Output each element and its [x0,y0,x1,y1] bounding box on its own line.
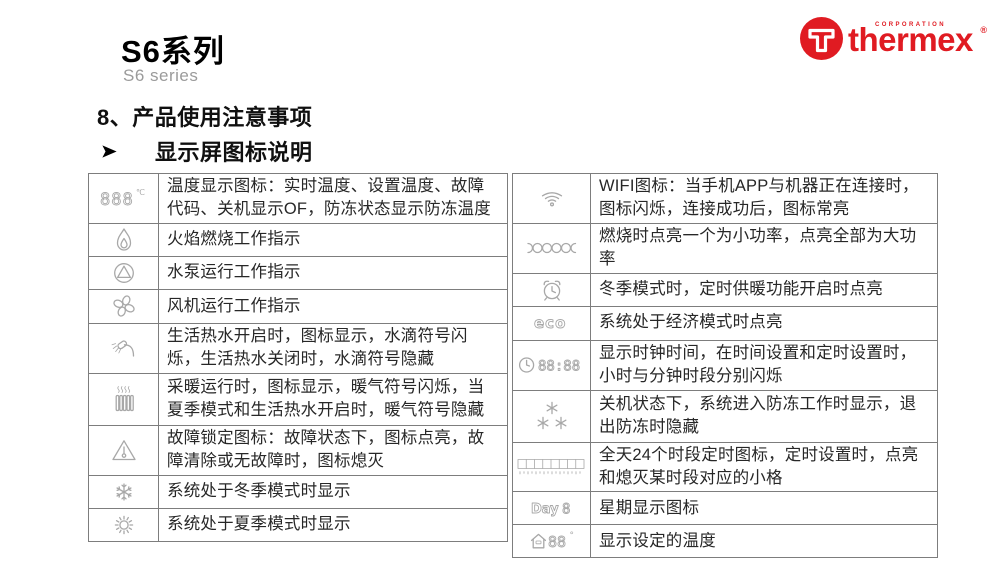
flame-power-icon [512,222,591,274]
table-row: 冬季模式时，定时供暖功能开启时点亮 [512,272,938,307]
clock-time-icon: 88:88 [512,339,591,391]
arrow-bullet-icon [102,144,117,158]
table-row: 全天24个时段定时图标，定时设置时，点亮和熄灭某时段对应的小格 [512,441,938,493]
subheading-row: 显示屏图标说明 [100,135,313,167]
table-row: 关机状态下，系统进入防冻工作时显示，退出防冻时隐藏 [512,389,938,443]
icon-description: 全天24个时段定时图标，定时设置时，点亮和熄灭某时段对应的小格 [590,441,938,493]
icon-description: 星期显示图标 [590,491,938,526]
logo-brand-label: thermex [848,21,973,58]
icon-description: 采暖运行时，图标显示，暖气符号闪烁，当夏季模式和生活热水开启时，暖气符号隐藏 [158,372,508,426]
icon-description: 显示设定的温度 [590,524,938,559]
thermex-logo-icon [800,17,843,60]
svg-text:88:88: 88:88 [538,359,580,375]
svg-text:8: 8 [562,502,570,518]
antifreeze-icon [512,389,591,443]
pump-icon [88,255,159,290]
icon-description: 燃烧时点亮一个为小功率，点亮全部为大功率 [590,222,938,274]
table-row: 燃烧时点亮一个为小功率，点亮全部为大功率 [512,222,938,274]
temp-display-icon: 888 ℃ [88,173,159,224]
icon-legend-table-right: WIFI图标：当手机APP与机器正在连接时，图标闪烁，连接成功后，图标常亮 燃烧… [512,173,938,559]
svg-text:°: ° [569,531,574,541]
svg-text:eco: eco [534,314,566,332]
table-row: 系统处于冬季模式时显示 [88,474,508,509]
table-row: 888 ℃ 温度显示图标：实时温度、设置温度、故障代码、关机显示OF，防冻状态显… [88,173,508,224]
wifi-icon [512,173,591,224]
logo-corporation-label: CORPORATION [875,22,946,28]
table-row: 88:88 显示时钟时间，在时间设置和定时设置时，小时与分钟时段分别闪烁 [512,339,938,391]
page-subtitle: S6 series [123,66,199,85]
icon-description: 冬季模式时，定时供暖功能开启时点亮 [590,272,938,307]
fault-lock-icon [88,424,159,476]
table-row: WIFI图标：当手机APP与机器正在连接时，图标闪烁，连接成功后，图标常亮 [512,173,938,224]
day-icon: Day 8 [512,491,591,526]
logo-registered-mark: ® [980,25,987,35]
section-subheading: 显示屏图标说明 [155,140,313,165]
table-row: eco 系统处于经济模式时点亮 [512,305,938,341]
icon-description: 系统处于冬季模式时显示 [158,474,508,509]
table-row: Day 8 星期显示图标 [512,491,938,526]
icon-description: 关机状态下，系统进入防冻工作时显示，退出防冻时隐藏 [590,389,938,443]
svg-text:Day: Day [531,502,559,517]
table-row: 水泵运行工作指示 [88,255,508,290]
eco-icon: eco [512,305,591,341]
thermex-logo: CORPORATION thermex ® [799,16,987,64]
icon-description: 水泵运行工作指示 [158,255,508,290]
fan-icon [88,288,159,324]
table-row: 风机运行工作指示 [88,288,508,324]
logo-text-block: CORPORATION thermex ® [848,16,987,64]
table-row: 系统处于夏季模式时显示 [88,507,508,542]
icon-description: 生活热水开启时，图标显示，水滴符号闪烁，生活热水关闭时，水滴符号隐藏 [158,322,508,374]
icon-description: 系统处于经济模式时点亮 [590,305,938,341]
table-row: 88 ° 显示设定的温度 [512,524,938,559]
svg-text:℃: ℃ [136,188,145,197]
section-heading: 8、产品使用注意事项 [97,105,313,130]
icon-description: 火焰燃烧工作指示 [158,222,508,257]
table-row: 生活热水开启时，图标显示，水滴符号闪烁，生活热水关闭时，水滴符号隐藏 [88,322,508,374]
icon-legend-table-left: 888 ℃ 温度显示图标：实时温度、设置温度、故障代码、关机显示OF，防冻状态显… [88,173,508,542]
icon-description: 风机运行工作指示 [158,288,508,324]
summer-sun-icon [88,507,159,542]
table-row: 采暖运行时，图标显示，暖气符号闪烁，当夏季模式和生活热水开启时，暖气符号隐藏 [88,372,508,426]
svg-text:88: 88 [548,533,566,551]
icon-description: WIFI图标：当手机APP与机器正在连接时，图标闪烁，连接成功后，图标常亮 [590,173,938,224]
icon-description: 系统处于夏季模式时显示 [158,507,508,542]
set-temp-icon: 88 ° [512,524,591,559]
icon-description: 温度显示图标：实时温度、设置温度、故障代码、关机显示OF，防冻状态显示防冻温度 [158,173,508,224]
winter-snowflake-icon [88,474,159,509]
svg-text:888: 888 [100,190,134,210]
radiator-icon [88,372,159,426]
table-row: 故障锁定图标：故障状态下，图标点亮，故障清除或无故障时，图标熄灭 [88,424,508,476]
shower-icon [88,322,159,374]
timer-segments-icon [512,441,591,493]
icon-description: 显示时钟时间，在时间设置和定时设置时，小时与分钟时段分别闪烁 [590,339,938,391]
alarm-clock-icon [512,272,591,307]
flame-icon [88,222,159,257]
table-row: 火焰燃烧工作指示 [88,222,508,257]
page-title: S6系列 [121,34,225,69]
icon-description: 故障锁定图标：故障状态下，图标点亮，故障清除或无故障时，图标熄灭 [158,424,508,476]
